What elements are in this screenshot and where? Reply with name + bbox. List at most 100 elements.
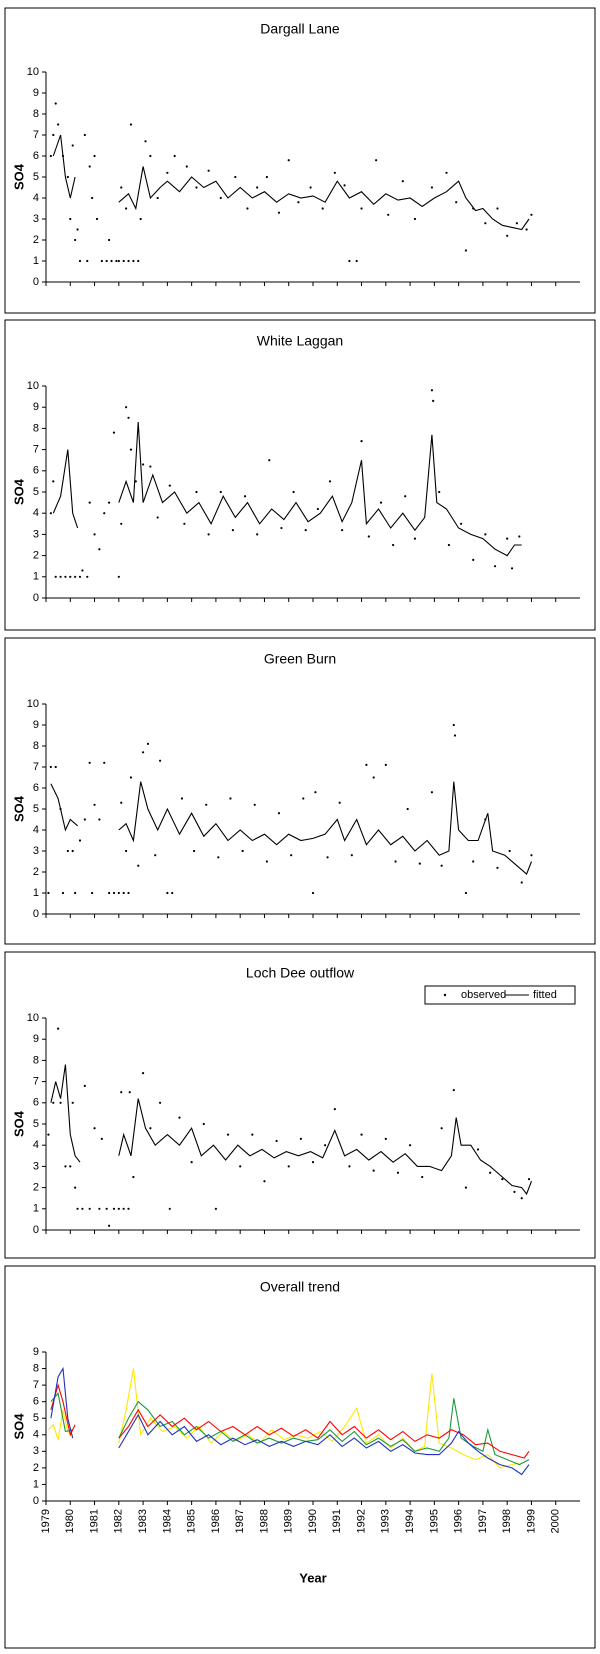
- x-tick-label: 1994: [404, 1509, 416, 1533]
- x-tick-label: 1995: [428, 1509, 440, 1533]
- data-point: [343, 184, 346, 187]
- data-point: [180, 797, 184, 800]
- y-tick-label: 6: [33, 465, 39, 477]
- x-tick-label: 1999: [525, 1509, 537, 1533]
- data-point: [71, 144, 74, 147]
- data-line: [52, 134, 530, 231]
- data-point: [78, 839, 82, 842]
- y-tick-label: 7: [33, 1379, 39, 1391]
- data-point: [156, 516, 159, 519]
- data-point: [83, 1084, 86, 1087]
- data-point: [265, 175, 268, 179]
- data-point: [171, 891, 174, 895]
- chart-title: Overall trend: [260, 1279, 340, 1295]
- data-point: [115, 259, 118, 263]
- data-point: [173, 154, 176, 158]
- x-tick-label: 1987: [234, 1509, 246, 1533]
- y-tick-label: 2: [33, 550, 39, 562]
- data-point: [243, 495, 247, 498]
- y-tick-label: 6: [33, 150, 39, 162]
- data-point: [83, 133, 86, 137]
- y-tick-label: 7: [33, 761, 39, 773]
- y-tick-label: 2: [33, 1462, 39, 1474]
- y-tick-label: 8: [33, 422, 39, 434]
- y-tick-label: 3: [33, 1445, 39, 1457]
- data-point: [98, 1207, 101, 1210]
- data-point: [406, 807, 409, 811]
- data-point: [455, 201, 458, 204]
- data-point: [64, 1165, 67, 1168]
- data-point: [452, 1088, 455, 1092]
- y-tick-label: 9: [33, 1033, 39, 1045]
- data-point: [125, 207, 128, 210]
- data-point: [183, 522, 186, 525]
- data-point: [139, 217, 142, 221]
- data-point: [384, 763, 387, 767]
- data-point: [280, 526, 283, 530]
- data-point: [372, 776, 375, 779]
- y-tick-label: 1: [33, 255, 39, 267]
- data-point: [134, 480, 137, 483]
- data-point: [392, 543, 395, 547]
- chart-title: Loch Dee outflow: [246, 965, 355, 981]
- y-tick-label: 7: [33, 444, 39, 456]
- data-point: [241, 849, 244, 853]
- data-point: [510, 567, 514, 570]
- data-point: [93, 533, 96, 536]
- data-point: [88, 761, 91, 764]
- data-point: [120, 186, 123, 189]
- y-tick-label: 8: [33, 1054, 39, 1066]
- data-point: [360, 1133, 363, 1136]
- data-point: [54, 575, 57, 578]
- data-point: [103, 761, 106, 764]
- data-point: [515, 222, 518, 225]
- y-tick-label: 9: [33, 719, 39, 731]
- y-tick-label: 0: [33, 592, 39, 604]
- data-point: [76, 228, 79, 231]
- data-point: [137, 864, 140, 867]
- x-tick-label: 1989: [283, 1509, 295, 1533]
- data-point: [71, 849, 74, 853]
- data-point: [333, 171, 336, 174]
- data-point: [74, 1186, 77, 1189]
- data-point: [333, 1108, 336, 1111]
- data-point: [47, 891, 50, 895]
- data-point: [149, 1127, 152, 1130]
- data-point: [57, 123, 60, 126]
- y-tick-label: 1: [33, 887, 39, 899]
- data-point: [69, 217, 72, 221]
- data-point: [86, 575, 89, 578]
- data-point: [447, 543, 451, 547]
- data-point: [413, 537, 417, 540]
- data-point: [149, 465, 152, 468]
- y-tick-label: 0: [33, 908, 39, 920]
- y-axis-label: SO4: [11, 163, 26, 190]
- x-tick-label: 1983: [137, 1509, 149, 1533]
- data-point: [324, 1144, 327, 1147]
- data-point: [49, 765, 52, 769]
- data-point: [394, 860, 397, 863]
- data-point: [105, 1207, 108, 1210]
- data-point: [314, 791, 317, 794]
- data-point: [348, 259, 351, 263]
- data-point: [375, 159, 378, 162]
- data-point: [205, 803, 208, 806]
- chart-panel: Overall trend SO4 0 1 2 3 4 5 6 7 8 9 1979 1980 1981 19…: [4, 1265, 596, 1649]
- chart-panel: Green Burn SO4 0 1 2 3 4 5 6 7 8 9 10: [4, 637, 596, 945]
- data-point: [384, 1137, 387, 1140]
- x-tick-label: 1984: [161, 1509, 173, 1533]
- data-point: [108, 891, 111, 895]
- data-point: [297, 201, 300, 204]
- data-point: [372, 1169, 375, 1172]
- legend-label: observed: [461, 989, 506, 1001]
- data-point: [489, 1171, 492, 1174]
- data-point: [88, 1207, 91, 1210]
- data-point: [117, 1207, 120, 1210]
- y-tick-label: 10: [27, 380, 39, 392]
- y-tick-label: 5: [33, 1412, 39, 1424]
- data-point: [275, 1139, 278, 1143]
- data-point: [530, 213, 533, 216]
- data-point: [304, 529, 307, 532]
- data-point: [421, 1175, 424, 1179]
